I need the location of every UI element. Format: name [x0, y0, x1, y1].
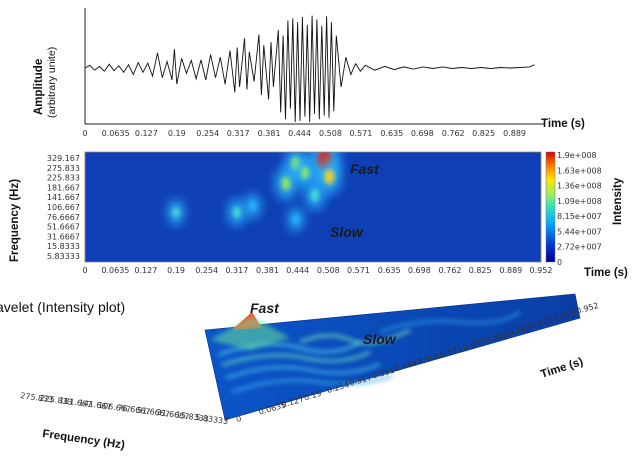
- surface-time-tick-label: 0: [235, 414, 242, 424]
- waveform-x-tick-label: 0.19: [168, 129, 186, 138]
- waveform-x-tick-label: 0.698: [411, 129, 434, 138]
- heatmap-y-tick-label: 76.6667: [47, 213, 80, 222]
- waveform-x-tick-label: 0.762: [442, 129, 465, 138]
- heatmap-y-tick-label: 329.167: [47, 154, 80, 163]
- surface-time-ticks: 00.06350.1270.190.2540.3170.3810.4440.50…: [235, 301, 599, 424]
- heatmap-hotspots: [166, 152, 342, 232]
- surface-time-label: Time (s): [539, 356, 585, 381]
- heatmap-hotspot: [300, 166, 310, 180]
- waveform-signal-line: [84, 15, 535, 123]
- waveform-x-tick-label: 0.889: [503, 129, 526, 138]
- heatmap-hotspot: [249, 201, 257, 212]
- heatmap-fast-annotation: Fast: [350, 161, 380, 177]
- waveform-x-tick-label: 0.0635: [102, 129, 130, 138]
- colorbar-tick-label: 1.9e+008: [557, 151, 597, 160]
- heatmap-hotspot: [292, 214, 300, 225]
- waveform-x-tick-label: 0.317: [227, 129, 250, 138]
- colorbar-tick-label: 1.09e+008: [557, 197, 602, 206]
- heatmap-x-tick-label: 0.254: [195, 266, 218, 275]
- surface-ridge: [225, 362, 381, 380]
- colorbar: [545, 151, 556, 263]
- surface-ridge: [379, 310, 521, 334]
- heatmap-x-tick-label: 0.889: [499, 266, 522, 275]
- heatmap-x-tick-label: 0.19: [167, 266, 185, 275]
- heatmap-x-tick-label: 0.571: [347, 266, 370, 275]
- heatmap-x-tick-label: 0.952: [530, 266, 553, 275]
- waveform-x-tick-label: 0.254: [196, 129, 219, 138]
- heatmap-slow-annotation: Slow: [330, 224, 364, 240]
- heatmap-x-tick-label: 0.317: [225, 266, 248, 275]
- heatmap-x-ticks: 0 0.0635 0.127 0.19 0.254 0.317 0.381 0.444 0.50…: [82, 266, 552, 275]
- surface-fast-annotation: Fast: [250, 300, 280, 316]
- colorbar-ticks: 1.9e+008 1.63e+008 1.36e+008 1.09e+008 8.15e…: [557, 151, 602, 267]
- heatmap-x-tick-label: 0.508: [317, 266, 340, 275]
- heatmap-y-tick-label: 15.8333: [47, 242, 80, 251]
- surface-caption: avelet (Intensity plot): [0, 299, 125, 315]
- heatmap-y-tick-label: 5.83333: [47, 252, 80, 261]
- waveform-panel: 0 0.0635 0.127 0.19 0.254 0.317 0.381 0.444 0.50…: [33, 8, 585, 138]
- heatmap-y-label: Frequency (Hz): [9, 179, 21, 262]
- waveform-x-tick-label: 0: [82, 129, 87, 138]
- colorbar-tick-label: 5.44e+007: [557, 227, 602, 236]
- heatmap-x-tick-label: 0.0635: [101, 266, 129, 275]
- heatmap-panel: 0 0.0635 0.127 0.19 0.254 0.317 0.381 0.444 0.50…: [9, 151, 628, 279]
- heatmap-y-tick-label: 106.667: [47, 203, 80, 212]
- heatmap-x-tick-label: 0: [82, 266, 87, 275]
- heatmap-x-tick-label: 0.381: [256, 266, 279, 275]
- colorbar-tick-label: 2.72e+007: [557, 243, 602, 252]
- heatmap-y-tick-label: 51.6667: [47, 223, 80, 232]
- surface-ridge: [299, 328, 411, 345]
- heatmap-hotspot: [310, 189, 320, 202]
- waveform-x-tick-label: 0.381: [258, 129, 281, 138]
- surface-fast-peak-base: [210, 316, 290, 350]
- colorbar-tick-label: 1.36e+008: [557, 182, 602, 191]
- waveform-x-tick-label: 0.825: [472, 129, 495, 138]
- heatmap-y-tick-label: 31.6667: [47, 232, 80, 241]
- surface-ridge: [231, 374, 393, 394]
- heatmap-x-tick-label: 0.635: [378, 266, 401, 275]
- surface-plane: [204, 293, 581, 421]
- waveform-x-ticks: 0 0.0635 0.127 0.19 0.254 0.317 0.381 0.444 0.50…: [82, 129, 526, 138]
- heatmap-x-tick-label: 0.825: [469, 266, 492, 275]
- waveform-x-tick-label: 0.444: [288, 129, 311, 138]
- heatmap-x-tick-label: 0.127: [134, 266, 157, 275]
- surface-slow-annotation: Slow: [363, 331, 397, 347]
- surface-freq-label: Frequency (Hz): [42, 428, 126, 451]
- waveform-x-tick-label: 0.571: [349, 129, 372, 138]
- heatmap-hotspot: [281, 176, 292, 191]
- colorbar-tick-label: 0: [557, 258, 562, 267]
- waveform-y-sublabel: (arbitrary unite): [46, 47, 58, 118]
- heatmap-x-tick-label: 0.762: [439, 266, 462, 275]
- heatmap-y-ticks: 329.167275.833225.833181.667141.667106.6…: [47, 154, 80, 261]
- heatmap-x-tick-label: 0.698: [408, 266, 431, 275]
- heatmap-y-tick-label: 181.667: [47, 183, 80, 192]
- heatmap-hotspot: [172, 207, 180, 218]
- surface-freq-ticks: 275.833225.833181.667141.667106.66776.66…: [20, 391, 229, 426]
- heatmap-y-tick-label: 275.833: [47, 164, 80, 173]
- heatmap-y-tick-label: 141.667: [47, 193, 80, 202]
- surface-ridge: [221, 350, 371, 367]
- heatmap-x-tick-label: 0.444: [286, 266, 309, 275]
- waveform-x-tick-label: 0.508: [319, 129, 342, 138]
- heatmap-hotspot: [232, 206, 241, 219]
- colorbar-tick-label: 8.15e+007: [557, 212, 602, 221]
- waveform-x-tick-label: 0.127: [135, 129, 158, 138]
- heatmap-frame: [84, 151, 542, 263]
- waveform-x-tick-label: 0.635: [380, 129, 403, 138]
- colorbar-label: Intensity: [612, 177, 624, 225]
- waveform-y-label: Amplitude: [33, 59, 45, 115]
- heatmap-x-label: Time (s): [584, 267, 628, 279]
- heatmap-y-tick-label: 225.833: [47, 174, 80, 183]
- heatmap-hotspot: [324, 169, 335, 185]
- surface-time-tick-label: 0.952: [575, 301, 599, 316]
- surface-panel: 00.06350.1270.190.2540.3170.3810.4440.50…: [0, 293, 600, 452]
- colorbar-tick-label: 1.63e+008: [557, 166, 602, 175]
- waveform-x-label: Time (s): [541, 118, 585, 130]
